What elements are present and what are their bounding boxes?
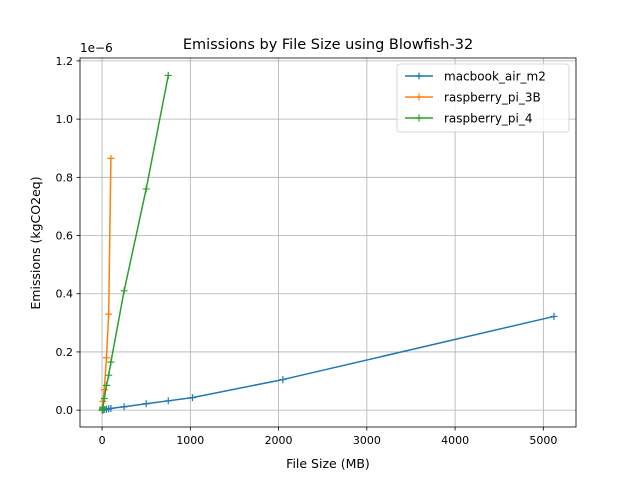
legend-label: raspberry_pi_3B <box>444 91 541 105</box>
legend-label: raspberry_pi_4 <box>444 112 533 126</box>
y-axis-label: Emissions (kgCO2eq) <box>28 176 43 309</box>
y-tick-label: 0.8 <box>56 171 74 184</box>
y-tick-label: 1.0 <box>56 113 74 126</box>
data-point-marker <box>105 371 113 379</box>
data-point-marker <box>107 154 115 162</box>
data-point-marker <box>550 312 558 320</box>
x-tick-label: 4000 <box>441 434 469 447</box>
axes: 0 1000 2000 3000 4000 5000 0.0 0.2 0.4 0.6 0.8 1.0 1… <box>56 55 577 447</box>
x-tick-label: 5000 <box>529 434 557 447</box>
legend-marker <box>415 114 423 122</box>
data-point-marker <box>164 71 172 79</box>
data-point-marker <box>102 354 110 362</box>
x-tick-label: 0 <box>99 434 106 447</box>
y-tick-label: 1.2 <box>56 55 74 68</box>
data-point-marker <box>279 376 287 384</box>
y-tick-label: 0.2 <box>56 346 74 359</box>
chart-title: Emissions by File Size using Blowfish-32 <box>183 37 473 53</box>
legend-marker <box>415 93 423 101</box>
data-point-marker <box>164 397 172 405</box>
data-point-marker <box>107 358 115 366</box>
y-tick-label: 0.4 <box>56 288 74 301</box>
legend: macbook_air_m2 raspberry_pi_3B raspberry_p… <box>396 63 570 133</box>
legend-entry-raspberry_pi_4: raspberry_pi_4 <box>405 112 533 126</box>
grid-lines <box>80 58 576 427</box>
legend-entry-raspberry_pi_3B: raspberry_pi_3B <box>405 91 541 105</box>
y-tick-label: 0.6 <box>56 230 74 243</box>
data-point-marker <box>102 381 110 389</box>
y-tick-label: 0.0 <box>56 404 74 417</box>
data-point-marker <box>120 403 128 411</box>
data-point-marker <box>188 394 196 402</box>
series-raspberry_pi_4 <box>98 71 172 414</box>
plot-frame <box>79 57 577 428</box>
data-point-marker <box>142 185 150 193</box>
legend-label: macbook_air_m2 <box>444 70 546 84</box>
data-point-marker <box>107 404 115 412</box>
x-tick-label: 2000 <box>265 434 293 447</box>
series-lines <box>98 71 558 414</box>
legend-entry-macbook_air_m2: macbook_air_m2 <box>405 70 546 84</box>
x-tick-label: 1000 <box>176 434 204 447</box>
legend-marker <box>415 72 423 80</box>
data-point-marker <box>99 403 107 411</box>
y-scale-label: 1e−6 <box>80 41 113 55</box>
data-point-marker <box>105 310 113 318</box>
data-point-marker <box>100 394 108 402</box>
legend-box <box>396 63 570 133</box>
x-axis-label: File Size (MB) <box>286 456 370 471</box>
x-tick-label: 3000 <box>353 434 381 447</box>
data-point-marker <box>100 386 108 394</box>
data-point-marker <box>120 287 128 295</box>
data-point-marker <box>142 400 150 408</box>
